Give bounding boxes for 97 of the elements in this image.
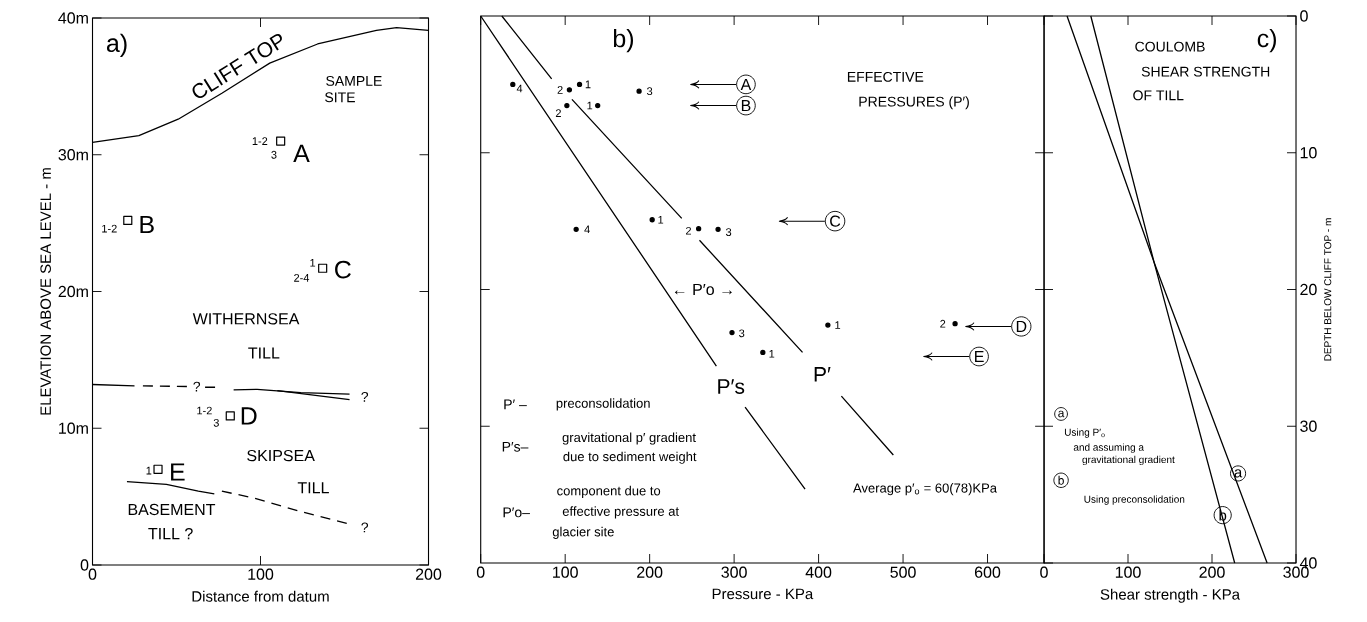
- annotation: P′ –: [504, 399, 527, 410]
- x-tick-label: 200: [1199, 566, 1225, 578]
- x-tick-label: 600: [974, 566, 1001, 578]
- annotation: component due to: [557, 485, 661, 498]
- x-tick-label: 0: [476, 566, 485, 578]
- x-tick-label: 200: [415, 568, 442, 580]
- y-axis-title: ELEVATION ABOVE SEA LEVEL - m: [40, 168, 51, 415]
- x-tick-label: 100: [1115, 566, 1141, 578]
- annotation: 3: [213, 418, 219, 427]
- annotation: ?: [193, 381, 201, 392]
- annotation: 4: [584, 225, 590, 234]
- x-axis-title: Pressure - KPa: [712, 588, 814, 600]
- x-tick-label: 400: [805, 566, 832, 578]
- x-axis-title: Shear strength - KPa: [1100, 588, 1241, 603]
- annotation: ← P′o →: [674, 283, 732, 296]
- annotation: 1-2: [102, 224, 117, 233]
- x-tick-label: 100: [248, 568, 274, 580]
- annotation: due to sediment weight: [563, 451, 697, 464]
- annotation: 1: [658, 215, 664, 224]
- annotation: SKIPSEA: [247, 449, 315, 462]
- annotation: C: [830, 215, 841, 227]
- annotation: 2: [555, 109, 561, 117]
- y-axis-title: DEPTH BELOW CLIFF TOP - m: [1324, 218, 1332, 361]
- annotation: 3: [647, 87, 653, 96]
- y-tick-label: 20: [1300, 283, 1317, 296]
- annotation: a): [106, 33, 127, 57]
- annotation: and assuming a: [1073, 443, 1144, 453]
- annotation: gravitational p′ gradient: [562, 432, 696, 445]
- annotation: E: [975, 351, 984, 363]
- annotation: PRESSURES (P′): [859, 96, 969, 110]
- annotation: SAMPLE: [326, 75, 382, 86]
- annotation: b: [1058, 475, 1064, 485]
- annotation: preconsolidation: [556, 398, 650, 411]
- series-label: P′s: [718, 379, 745, 394]
- y-tick-label: 40m: [58, 12, 88, 24]
- annotation: 1: [835, 321, 841, 329]
- annotation: P′o–: [503, 507, 530, 518]
- annotation: effective pressure at: [562, 506, 679, 519]
- y-tick-label: 30: [1300, 420, 1317, 432]
- annotation: WITHERNSEA: [192, 313, 300, 325]
- annotation: A: [293, 144, 310, 162]
- annotation: EFFECTIVE: [847, 71, 924, 82]
- y-tick-label: 10: [1300, 147, 1317, 159]
- annotation: gravitational gradient: [1082, 455, 1175, 466]
- annotation: Using P′$_{o}$: [1064, 428, 1105, 438]
- annotation: OF TILL: [1133, 90, 1184, 101]
- annotation: 1-2: [197, 406, 212, 415]
- annotation: E: [171, 463, 185, 481]
- annotation: 1: [769, 350, 775, 358]
- annotation: D: [1016, 320, 1027, 332]
- annotation: 3: [739, 329, 745, 338]
- annotation: Using preconsolidation: [1084, 495, 1185, 505]
- annotation: 2-4: [294, 274, 310, 282]
- annotation: a: [1058, 410, 1065, 418]
- annotation: 1: [587, 101, 593, 110]
- annotation: a: [1234, 469, 1243, 478]
- x-axis-title: Distance from datum: [192, 590, 329, 602]
- annotation: SITE: [325, 92, 355, 103]
- annotation: Average p′$_{o}$ = 60(78)KPa: [853, 483, 997, 496]
- x-tick-label: 200: [637, 566, 663, 578]
- x-tick-label: 300: [721, 566, 747, 578]
- annotation: 2: [940, 319, 946, 328]
- annotation: 1: [310, 259, 316, 267]
- annotation: A: [740, 78, 752, 90]
- annotation: c): [1257, 28, 1276, 53]
- annotation: COULOMB: [1135, 41, 1205, 52]
- annotation: b): [613, 28, 634, 53]
- annotation: 2: [557, 86, 563, 94]
- annotation: TILL: [248, 347, 280, 359]
- annotation: 1: [585, 80, 591, 89]
- x-tick-label: 100: [553, 566, 578, 578]
- annotation: ?: [361, 391, 369, 402]
- y-tick-label: 10m: [59, 422, 88, 434]
- annotation: D: [241, 407, 257, 425]
- annotation: 3: [725, 228, 732, 236]
- annotation: SHEAR STRENGTH: [1141, 66, 1270, 77]
- annotation: ?: [361, 522, 369, 533]
- annotation: TILL: [297, 482, 329, 494]
- annotation: glacier site: [552, 526, 614, 539]
- annotation: 3: [271, 150, 277, 159]
- annotation: B: [140, 215, 154, 234]
- y-tick-label: 30m: [58, 149, 88, 161]
- annotation: B: [741, 100, 751, 112]
- series-label: P′: [814, 367, 831, 382]
- annotation: 2: [685, 226, 692, 235]
- annotation: 4: [516, 84, 523, 93]
- annotation: 1: [146, 466, 152, 475]
- x-tick-label: 0: [1040, 566, 1048, 578]
- annotation: C: [335, 260, 351, 279]
- x-tick-label: 0: [88, 568, 97, 580]
- y-tick-label: 0: [1300, 10, 1308, 22]
- annotation: 1-2: [252, 137, 268, 145]
- annotation: P′s–: [502, 441, 529, 452]
- x-tick-label: 500: [890, 566, 916, 578]
- annotation: BASEMENT: [128, 503, 216, 516]
- annotation: TILL ?: [148, 527, 193, 540]
- y-tick-label: 20m: [58, 285, 88, 298]
